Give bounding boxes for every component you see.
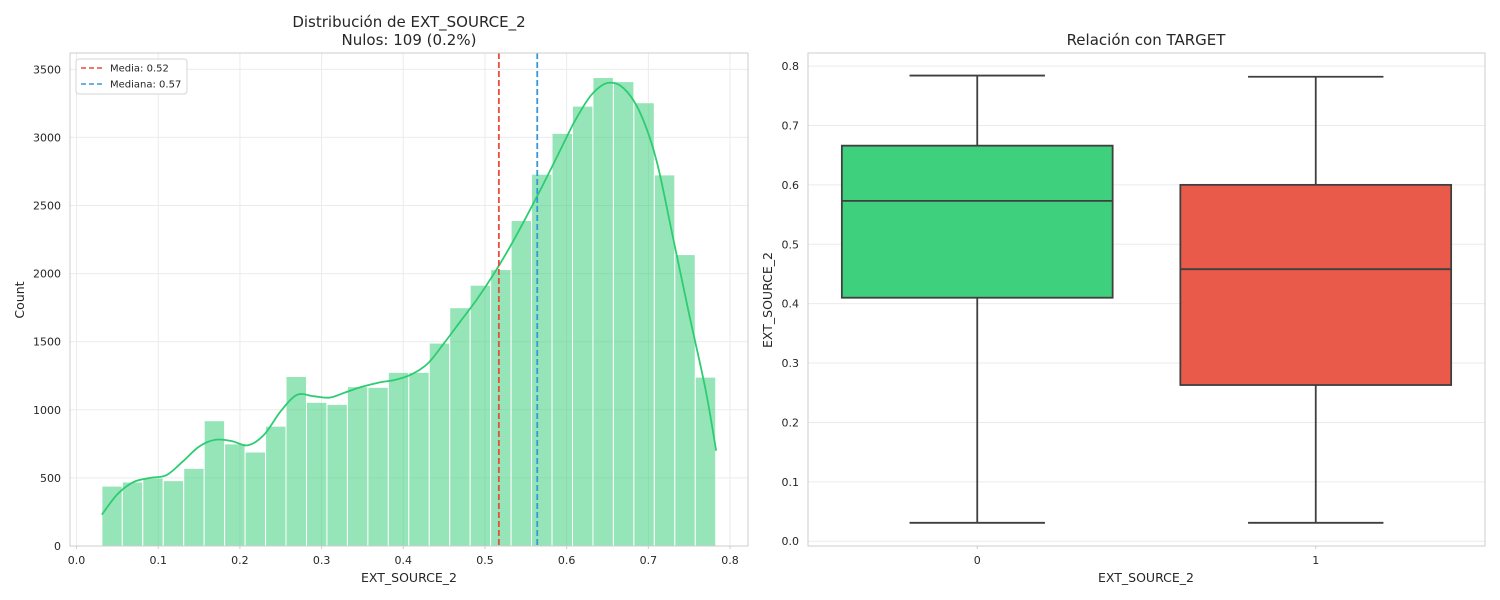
hist-bar [387, 371, 410, 547]
hist-bar [490, 269, 512, 547]
hist-x-tick-label: 0.8 [721, 554, 739, 567]
hist-bar [510, 220, 533, 547]
hist-bar [571, 105, 594, 547]
hist-legend: Media: 0.52 Mediana: 0.57 [75, 58, 188, 95]
hist-bar [326, 403, 348, 547]
box-x-axis-label: EXT_SOURCE_2 [1098, 570, 1194, 585]
hist-y-tick-label: 500 [40, 472, 61, 485]
box-1 [1179, 75, 1453, 524]
box-title: Relación con TARGET [1067, 31, 1227, 49]
hist-bar [633, 102, 655, 547]
hist-x-tick-label: 0.0 [68, 554, 86, 567]
hist-bar [367, 386, 389, 547]
box-y-tick-label: 0.2 [782, 416, 800, 429]
hist-bar [612, 81, 635, 547]
hist-x-tick-label: 0.5 [476, 554, 494, 567]
hist-x-tick-label: 0.7 [640, 554, 658, 567]
box-x-tick-label: 0 [974, 554, 981, 567]
hist-y-tick-label: 3000 [33, 131, 61, 144]
hist-subtitle: Nulos: 109 (0.2%) [342, 31, 477, 49]
hist-x-axis-label: EXT_SOURCE_2 [361, 570, 457, 585]
box-0 [840, 74, 1114, 524]
box-y-tick-label: 0.8 [782, 60, 800, 73]
hist-bar [531, 173, 553, 547]
hist-y-tick-label: 0 [54, 540, 61, 553]
iqr-box [1179, 183, 1453, 386]
hist-y-axis-label: Count [12, 281, 27, 318]
hist-bar [551, 132, 573, 547]
box-y-tick-label: 0.7 [782, 119, 800, 132]
hist-bar [224, 443, 246, 547]
hist-plot-frame [69, 52, 749, 547]
boxplot-panel: Relación con TARGET 0 1 0.0 0.1 0.2 0.3 0.4 0.… [760, 31, 1486, 585]
box-y-tick-label: 0.4 [782, 298, 800, 311]
hist-bar [121, 481, 144, 547]
hist-bar [265, 425, 287, 547]
hist-bar [346, 386, 369, 547]
box-y-tick-label: 0.3 [782, 357, 800, 370]
box-y-tick-label: 0.1 [782, 476, 800, 489]
box-y-tick-label: 0.0 [782, 535, 800, 548]
legend-label-mediana: Mediana: 0.57 [110, 80, 181, 91]
hist-x-tick-label: 0.6 [558, 554, 576, 567]
hist-title: Distribución de EXT_SOURCE_2 [292, 13, 525, 32]
hist-y-tick-label: 3500 [33, 63, 61, 76]
hist-bar [408, 371, 430, 547]
hist-bar [101, 485, 123, 547]
kde-curve [101, 81, 718, 516]
hist-y-tick-label: 1500 [33, 336, 61, 349]
hist-bar [428, 342, 451, 547]
hist-y-tick-label: 1000 [33, 404, 61, 417]
hist-bar [694, 376, 717, 547]
hist-bar [592, 77, 614, 547]
hist-x-tick-label: 0.1 [149, 554, 167, 567]
hist-x-tick-label: 0.3 [313, 554, 331, 567]
hist-bar [449, 307, 471, 547]
legend-label-media: Media: 0.52 [110, 64, 169, 75]
hist-bar [162, 480, 185, 547]
hist-y-tick-label: 2500 [33, 200, 61, 213]
box-y-axis-label: EXT_SOURCE_2 [760, 252, 775, 348]
box-plot-frame [807, 52, 1486, 547]
hist-y-tick-label: 2000 [33, 268, 61, 281]
hist-x-tick-label: 0.4 [395, 554, 413, 567]
box-x-tick-label: 1 [1312, 554, 1319, 567]
box-y-tick-label: 0.6 [782, 179, 800, 192]
hist-bar [469, 284, 492, 547]
hist-x-tick-label: 0.2 [231, 554, 249, 567]
hist-bar [244, 451, 267, 547]
box-y-tick-label: 0.5 [782, 238, 800, 251]
hist-bar [305, 401, 328, 547]
histogram-panel: Distribución de EXT_SOURCE_2 Nulos: 109 … [12, 13, 749, 585]
hist-bar [142, 477, 164, 547]
iqr-box [840, 144, 1114, 299]
hist-bar [183, 467, 205, 547]
